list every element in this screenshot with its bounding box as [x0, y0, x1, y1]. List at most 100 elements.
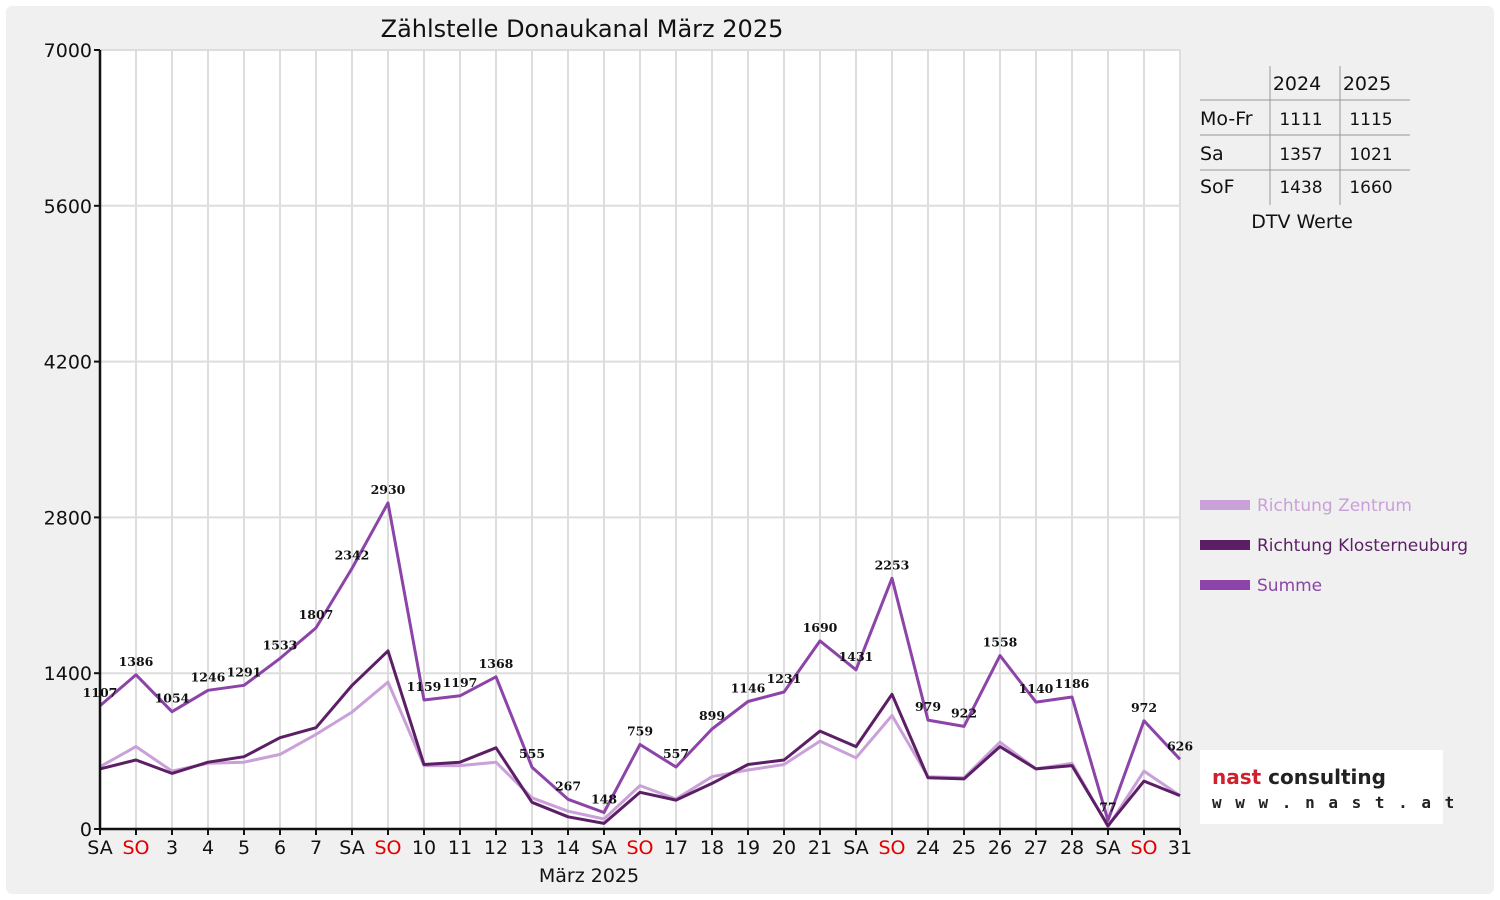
nast-logo: nast consulting w w w . n a s t . a t	[1200, 750, 1456, 824]
table-cell: 1660	[1349, 178, 1392, 198]
data-label: 77	[1099, 799, 1116, 814]
y-axis: 0 1400 2800 4200 5600 7000	[44, 40, 100, 841]
data-label: 1690	[803, 620, 838, 635]
chart-title: Zählstelle Donaukanal März 2025	[381, 15, 784, 43]
series-line-3	[99, 501, 1182, 822]
data-label: 1231	[767, 671, 802, 686]
x-tick-label: SA	[87, 837, 112, 859]
x-tick-label: 24	[916, 837, 940, 859]
x-tick-label: 7	[310, 837, 322, 859]
x-tick-label: 31	[1168, 837, 1192, 859]
y-tick-label: 5600	[44, 196, 92, 218]
y-tick-label: 4200	[44, 352, 92, 374]
table-caption: DTV Werte	[1251, 211, 1353, 233]
legend-label-summe: Summe	[1257, 576, 1322, 596]
data-label: 2342	[335, 547, 370, 562]
data-label: 1291	[227, 664, 262, 679]
logo-background	[1200, 750, 1443, 824]
y-tick-label: 0	[80, 819, 92, 841]
data-label: 1159	[407, 679, 442, 694]
data-label: 2930	[371, 482, 406, 497]
table-col-2024: 2024	[1273, 73, 1321, 95]
x-tick-label: SO	[122, 837, 149, 859]
x-tick-label: SO	[1130, 837, 1157, 859]
table-cell: 1115	[1349, 110, 1392, 130]
data-label: 555	[519, 746, 545, 761]
logo-wordmark: nast consulting	[1212, 765, 1386, 789]
data-label: 2253	[875, 557, 910, 572]
data-label: 1186	[1055, 676, 1090, 691]
x-tick-label: SO	[878, 837, 905, 859]
x-tick-label: 3	[166, 837, 178, 859]
data-label: 1533	[263, 637, 298, 652]
data-labels: 1107138610541246129115331807234229301159…	[83, 482, 1194, 814]
table-col-2025: 2025	[1343, 73, 1391, 95]
y-tick-label: 2800	[44, 507, 92, 529]
legend-label-klosterneuburg: Richtung Klosterneuburg	[1257, 536, 1468, 556]
y-tick-label: 7000	[44, 40, 92, 62]
data-label: 1431	[839, 649, 874, 664]
grid	[100, 49, 1181, 829]
table-row-label: SoF	[1200, 176, 1235, 198]
table-cell: 1021	[1349, 145, 1392, 165]
data-label: 759	[627, 724, 653, 739]
x-tick-label: 20	[772, 837, 796, 859]
x-tick-label: 4	[202, 837, 214, 859]
series-lines	[99, 501, 1182, 829]
data-label: 979	[915, 699, 941, 714]
x-tick-label: SA	[1095, 837, 1120, 859]
data-label: 1146	[731, 680, 766, 695]
x-tick-label: SA	[591, 837, 616, 859]
data-label: 899	[699, 708, 725, 723]
y-tick-label: 1400	[44, 663, 92, 685]
x-tick-label: 21	[808, 837, 832, 859]
legend-swatch-zentrum	[1200, 500, 1250, 510]
data-label: 267	[555, 778, 581, 793]
table-cell: 1357	[1279, 145, 1322, 165]
legend: Richtung Zentrum Richtung Klosterneuburg…	[1200, 496, 1468, 596]
axes	[98, 50, 1180, 831]
data-label: 922	[951, 705, 977, 720]
data-label: 1558	[983, 635, 1018, 650]
series-line-2	[99, 649, 1181, 828]
x-tick-label: SO	[374, 837, 401, 859]
table-row-label: Sa	[1200, 143, 1224, 165]
table-cell: 1438	[1279, 178, 1322, 198]
x-tick-label: 28	[1060, 837, 1084, 859]
x-tick-label: SA	[843, 837, 868, 859]
x-tick-label: SA	[339, 837, 364, 859]
x-tick-label: 13	[520, 837, 544, 859]
x-tick-label: 5	[238, 837, 250, 859]
x-tick-label: 18	[700, 837, 724, 859]
logo-url: w w w . n a s t . a t	[1212, 793, 1456, 812]
data-label: 1386	[119, 654, 154, 669]
x-tick-label: 26	[988, 837, 1012, 859]
data-label: 626	[1167, 738, 1193, 753]
x-tick-label: 27	[1024, 837, 1048, 859]
x-tick-label: 14	[556, 837, 580, 859]
x-tick-label: 17	[664, 837, 688, 859]
data-label: 148	[591, 792, 617, 807]
data-label: 972	[1131, 700, 1157, 715]
data-label: 1197	[443, 675, 478, 690]
data-label: 1368	[479, 656, 514, 671]
x-tick-label: 25	[952, 837, 976, 859]
data-label: 1140	[1019, 681, 1054, 696]
x-tick-label: 6	[274, 837, 286, 859]
x-axis-label: März 2025	[539, 865, 639, 887]
x-tick-label: 11	[448, 837, 472, 859]
data-label: 557	[663, 746, 689, 761]
table-row-label: Mo-Fr	[1200, 108, 1253, 130]
data-label: 1246	[191, 669, 226, 684]
legend-swatch-summe	[1200, 580, 1250, 590]
table-cell: 1111	[1279, 110, 1322, 130]
data-label: 1807	[299, 607, 334, 622]
data-label: 1054	[155, 691, 190, 706]
legend-swatch-klosterneuburg	[1200, 540, 1250, 550]
x-tick-label: 12	[484, 837, 508, 859]
legend-label-zentrum: Richtung Zentrum	[1257, 496, 1412, 516]
x-tick-label: 10	[412, 837, 436, 859]
x-axis: SA SO 3 4 5 6 7 SA SO 10 11 12 13 14 SA SO 17 18 19 20 21 SA S…	[87, 829, 1192, 859]
x-tick-label: SO	[626, 837, 653, 859]
